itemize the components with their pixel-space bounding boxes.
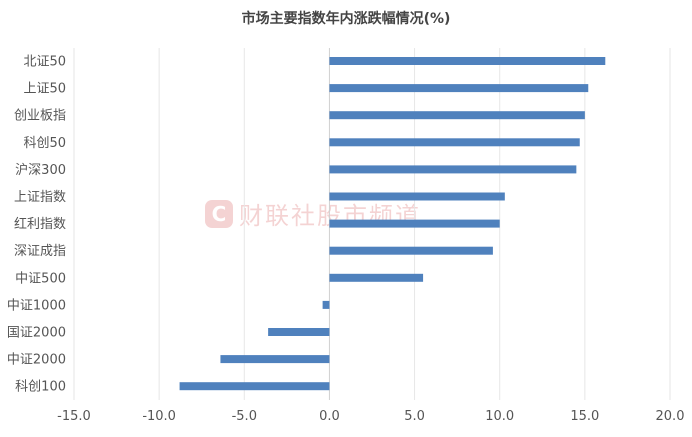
x-tick-label: -15.0 bbox=[57, 409, 91, 424]
bar bbox=[329, 192, 505, 201]
x-tick-label: 0.0 bbox=[319, 409, 340, 424]
category-label: 北证50 bbox=[23, 55, 66, 70]
bar bbox=[329, 219, 500, 228]
x-tick-label: -10.0 bbox=[142, 409, 176, 424]
bar bbox=[329, 246, 493, 255]
category-label: 创业板指 bbox=[14, 109, 66, 124]
x-axis-ticks: -15.0 -10.0 -5.0 0.0 5.0 10.0 15.0 20.0 bbox=[57, 409, 684, 424]
x-tick-label: -5.0 bbox=[232, 409, 257, 424]
bar bbox=[329, 273, 424, 282]
category-label: 中证500 bbox=[15, 271, 66, 286]
bar bbox=[329, 84, 589, 93]
x-tick-label: 20.0 bbox=[656, 409, 685, 424]
x-tick-label: 5.0 bbox=[404, 409, 425, 424]
category-label: 科创100 bbox=[15, 380, 66, 395]
x-tick-label: 15.0 bbox=[570, 409, 599, 424]
bar bbox=[179, 382, 330, 391]
cls-logo-icon: C bbox=[205, 199, 233, 228]
chart-title: 市场主要指数年内涨跌幅情况(%) bbox=[241, 11, 451, 27]
bar bbox=[329, 165, 577, 174]
category-label: 中证2000 bbox=[7, 353, 66, 368]
bar bbox=[329, 57, 606, 65]
category-label: 上证指数 bbox=[14, 190, 66, 205]
bar bbox=[220, 355, 330, 364]
bar bbox=[322, 300, 330, 309]
bar bbox=[268, 328, 330, 336]
category-label: 科创50 bbox=[23, 136, 66, 151]
category-label: 深证成指 bbox=[14, 244, 66, 259]
category-label: 沪深300 bbox=[15, 162, 66, 178]
x-tick-label: 10.0 bbox=[485, 409, 514, 424]
category-label: 国证2000 bbox=[7, 326, 66, 341]
bar bbox=[329, 138, 580, 147]
category-label: 红利指数 bbox=[14, 216, 66, 232]
bar bbox=[329, 111, 585, 120]
bars bbox=[179, 57, 606, 391]
category-label: 上证50 bbox=[23, 82, 66, 97]
category-label: 中证1000 bbox=[7, 298, 66, 313]
